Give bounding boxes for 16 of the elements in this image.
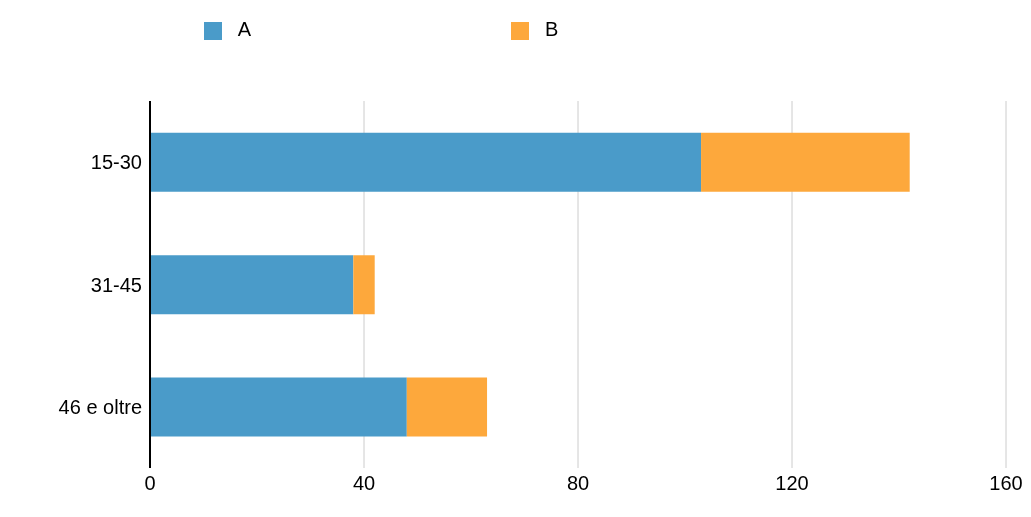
x-tick-label: 80 (566, 472, 590, 495)
bar (353, 255, 375, 315)
x-tick-label: 40 (352, 472, 376, 495)
y-tick-label: 46 e oltre (58, 395, 142, 418)
x-tick-label: 0 (144, 472, 156, 495)
bar (150, 132, 702, 192)
bar (701, 132, 910, 192)
legend-label: A (237, 18, 251, 40)
x-tick-label: 120 (775, 472, 809, 495)
bar (150, 255, 354, 315)
y-tick-label: 15-30 (90, 151, 142, 174)
x-tick-label: 160 (989, 472, 1023, 495)
bar (406, 377, 488, 437)
y-tick-label: 31-45 (90, 273, 142, 296)
bar (150, 377, 407, 437)
legend-label: B (545, 18, 559, 40)
